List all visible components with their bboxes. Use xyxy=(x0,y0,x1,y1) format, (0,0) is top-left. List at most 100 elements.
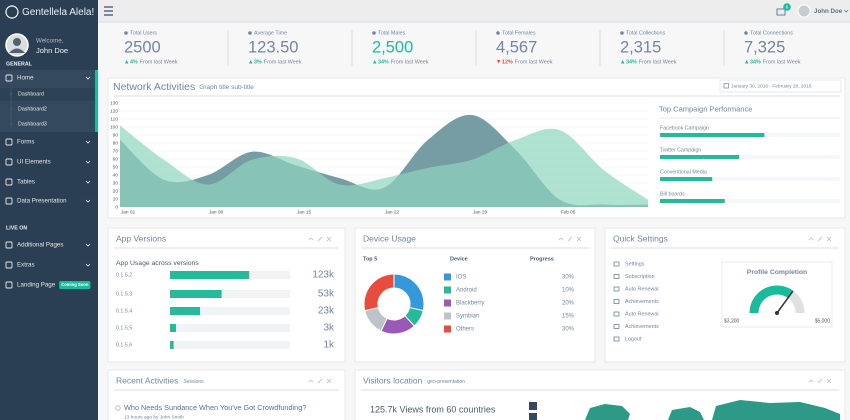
submenu-dot xyxy=(9,92,13,96)
date-picker[interactable] xyxy=(719,79,842,93)
close-icon[interactable] xyxy=(826,236,832,242)
stat-icon xyxy=(124,31,128,35)
menu-item[interactable]: Tables xyxy=(17,179,35,186)
progress-bar xyxy=(660,155,740,159)
active-indicator xyxy=(95,70,98,132)
setting-icon xyxy=(613,286,620,292)
stat-change: 34% xyxy=(378,59,389,65)
device-value: 30% xyxy=(562,327,575,333)
zoom-button[interactable] xyxy=(529,402,537,410)
setting-icon xyxy=(613,261,620,267)
stat-label: Total Users xyxy=(130,30,157,36)
trend-arrow xyxy=(125,60,129,64)
collapse-icon[interactable] xyxy=(808,237,814,241)
mail-icon[interactable] xyxy=(776,8,786,16)
zoom-button[interactable] xyxy=(529,413,537,420)
area-series xyxy=(120,125,648,207)
donut-segment xyxy=(363,273,395,312)
visitors-headline: 125.7k Views from 60 countries xyxy=(370,404,496,414)
close-icon[interactable] xyxy=(326,378,332,384)
menu-item[interactable]: Additional Pages xyxy=(17,242,63,249)
setting-link[interactable]: Achievements xyxy=(625,324,659,330)
stat-note: From last Week xyxy=(639,59,677,65)
x-tick-label: Jan 08 xyxy=(209,209,224,215)
gauge-min: $3,200 xyxy=(724,318,740,324)
map-region[interactable] xyxy=(712,400,840,420)
menu-item[interactable]: Forms xyxy=(17,139,35,146)
device-label: Blackberry xyxy=(456,301,484,307)
stat-icon xyxy=(620,31,624,35)
version-label: 0.1.5.4 xyxy=(116,308,132,314)
chevron xyxy=(85,199,91,203)
legend-swatch xyxy=(444,273,451,281)
collapse-icon[interactable] xyxy=(808,379,814,383)
menu-item[interactable]: Home xyxy=(17,75,34,82)
brand[interactable]: Gentellela Alela! xyxy=(22,7,94,18)
menu-item[interactable]: Extras xyxy=(17,262,35,269)
panel-title: Network Activities xyxy=(113,81,195,93)
section-title: LIVE ON xyxy=(6,225,27,231)
device-value: 10% xyxy=(562,288,575,294)
timeline-dot xyxy=(115,405,121,411)
stat-value: 2,315 xyxy=(620,38,661,56)
panel-title: Recent Activities xyxy=(116,375,178,385)
chevron xyxy=(843,9,849,13)
device-value: 30% xyxy=(562,275,575,281)
collapse-icon[interactable] xyxy=(308,237,314,241)
menu-item[interactable]: UI Elements xyxy=(17,159,51,166)
version-label: 0.1.5.6 xyxy=(116,342,132,348)
chevron xyxy=(85,76,91,80)
setting-icon xyxy=(613,299,620,304)
map-region[interactable] xyxy=(668,407,704,420)
setting-link[interactable]: Auto Renewal xyxy=(625,311,659,317)
activity-title[interactable]: Who Needs Sundance When You've Got Crowd… xyxy=(124,403,306,412)
close-icon[interactable] xyxy=(576,236,582,242)
y-tick-label: 40 xyxy=(113,172,119,178)
settings-icon[interactable] xyxy=(317,236,323,242)
collapse-icon[interactable] xyxy=(558,237,564,241)
version-count: 53k xyxy=(318,289,335,300)
setting-link[interactable]: Achievements xyxy=(625,299,659,305)
user-name: John Doe xyxy=(36,46,68,55)
chevron xyxy=(85,180,91,184)
notification-badge xyxy=(783,3,791,11)
settings-icon[interactable] xyxy=(317,378,323,384)
submenu-item[interactable]: Dashboard xyxy=(18,91,44,97)
x-tick-label: Jan 22 xyxy=(385,209,400,215)
panel-subtitle: Graph title sub-title xyxy=(199,84,254,91)
menu-item[interactable]: Data Presentation xyxy=(17,198,67,205)
setting-link[interactable]: Logout xyxy=(625,336,642,342)
user-menu[interactable]: John Doe xyxy=(814,8,843,15)
x-tick-label: Jan 29 xyxy=(473,209,488,215)
settings-icon[interactable] xyxy=(817,378,823,384)
progress-track xyxy=(660,177,840,181)
settings-icon[interactable] xyxy=(817,236,823,242)
notification-count: 6 xyxy=(786,5,789,11)
setting-link[interactable]: Settings xyxy=(625,261,645,267)
chevron xyxy=(85,160,91,164)
panel-subtitle: Sessions xyxy=(183,379,204,385)
close-icon[interactable] xyxy=(826,378,832,384)
device-label: Others xyxy=(456,327,474,333)
avatar-body xyxy=(9,48,25,53)
y-tick-label: 50 xyxy=(113,164,119,170)
submenu-item[interactable]: Dashboard3 xyxy=(18,121,47,127)
setting-link[interactable]: Auto Renewal xyxy=(625,286,659,292)
trend-arrow xyxy=(373,60,377,64)
y-tick-label: 80 xyxy=(113,140,119,146)
gauge-needle xyxy=(776,290,794,314)
settings-icon[interactable] xyxy=(567,236,573,242)
trend-arrow xyxy=(745,60,749,64)
y-tick-label: 10 xyxy=(113,196,119,202)
setting-link[interactable]: Subscription xyxy=(625,274,655,280)
chevron xyxy=(85,140,91,144)
stat-value: 2500 xyxy=(124,38,161,56)
progress-bar xyxy=(660,177,713,181)
collapse-icon[interactable] xyxy=(308,379,314,383)
menu-item[interactable]: Landing Page xyxy=(17,282,56,289)
close-icon[interactable] xyxy=(326,236,332,242)
submenu-item[interactable]: Dashboard2 xyxy=(18,106,47,112)
map-region[interactable] xyxy=(585,404,630,420)
table-header: Top 5 xyxy=(363,256,377,262)
